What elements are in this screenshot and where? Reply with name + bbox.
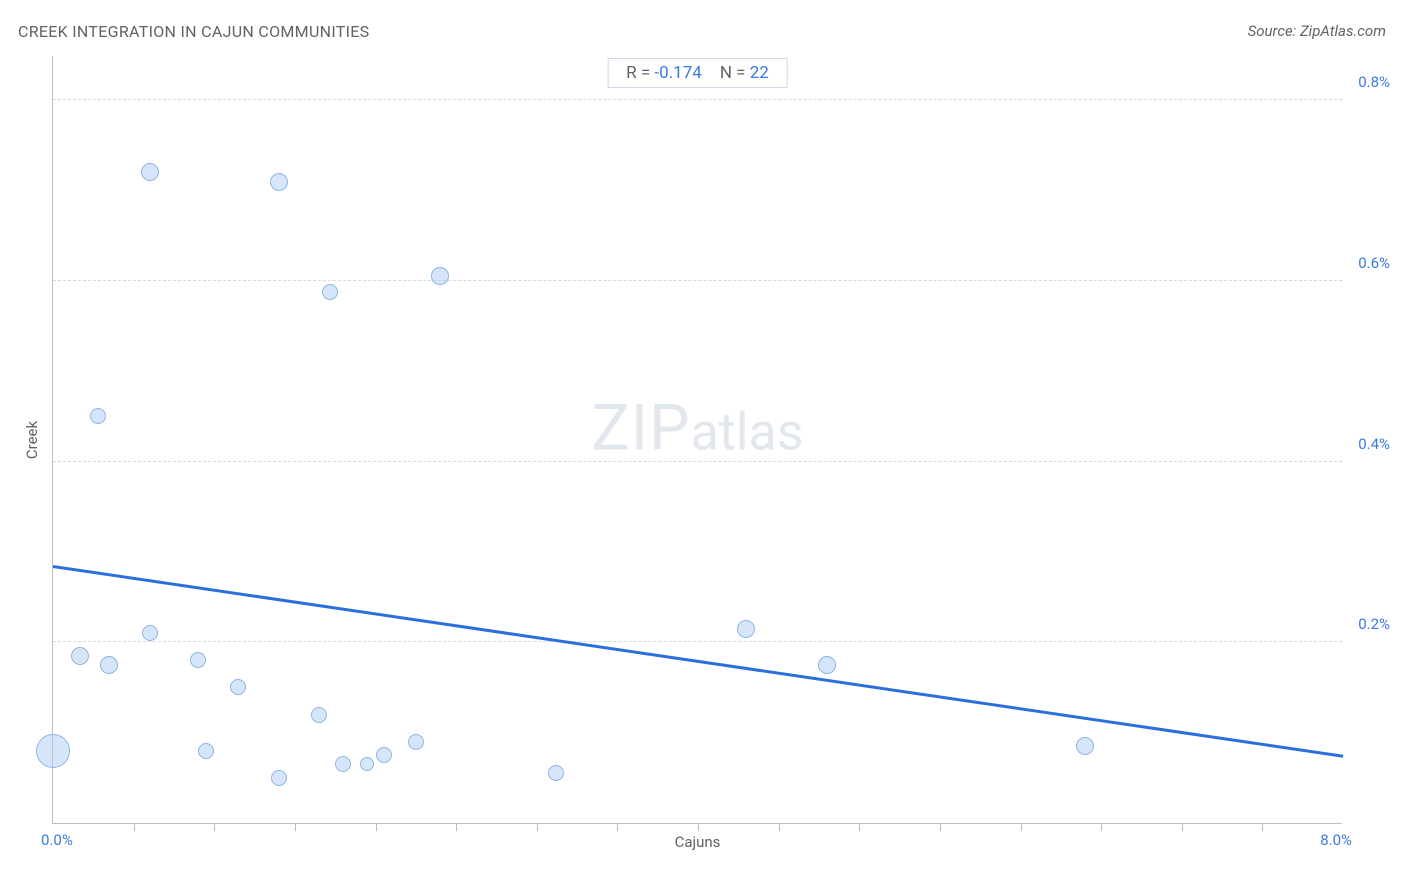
y-tick-label: 0.8%: [1358, 73, 1390, 91]
x-tick: [456, 823, 457, 831]
data-point: [271, 770, 287, 786]
x-axis-label: Cajuns: [675, 833, 721, 851]
data-point: [548, 765, 564, 781]
chart-title: CREEK INTEGRATION IN CAJUN COMMUNITIES: [18, 22, 369, 41]
x-axis-min: 0.0%: [41, 831, 73, 849]
gridline: [53, 99, 1342, 100]
data-point: [36, 734, 70, 768]
data-point: [100, 656, 118, 674]
data-point: [142, 625, 158, 641]
data-point: [335, 756, 351, 772]
x-tick: [537, 823, 538, 831]
data-point: [141, 163, 159, 181]
data-point: [198, 743, 214, 759]
data-point: [737, 620, 755, 638]
watermark: ZIPatlas: [591, 390, 803, 465]
gridline: [53, 641, 1342, 642]
x-tick: [779, 823, 780, 831]
gridline: [53, 280, 1342, 281]
data-point: [431, 267, 449, 285]
n-label: N =: [720, 63, 750, 83]
source-label: Source: ZipAtlas.com: [1248, 22, 1386, 40]
y-tick-label: 0.2%: [1358, 615, 1390, 633]
data-point: [408, 734, 424, 750]
y-tick-label: 0.6%: [1358, 254, 1390, 272]
data-point: [270, 173, 288, 191]
x-axis-max: 8.0%: [1320, 831, 1352, 849]
x-tick: [134, 823, 135, 831]
x-tick: [1262, 823, 1263, 831]
data-point: [322, 284, 338, 300]
scatter-plot: ZIPatlas R = -0.174N = 22 Creek Cajuns 0…: [52, 56, 1342, 824]
x-tick: [295, 823, 296, 831]
x-tick: [940, 823, 941, 831]
data-point: [190, 652, 206, 668]
trend-line: [53, 565, 1343, 758]
x-tick: [214, 823, 215, 831]
watermark-big: ZIP: [591, 390, 690, 465]
x-tick: [1021, 823, 1022, 831]
y-tick-label: 0.4%: [1358, 435, 1390, 453]
watermark-small: atlas: [691, 401, 804, 462]
gridline: [53, 461, 1342, 462]
data-point: [230, 679, 246, 695]
data-point: [376, 747, 392, 763]
data-point: [71, 647, 89, 665]
n-value: 22: [750, 63, 769, 83]
data-point: [818, 656, 836, 674]
x-tick: [1182, 823, 1183, 831]
stats-box: R = -0.174 N = 22: [607, 58, 788, 88]
data-point: [311, 707, 327, 723]
x-tick: [376, 823, 377, 831]
r-label: R =: [626, 63, 654, 83]
r-value: -0.174: [654, 63, 701, 83]
y-axis-label: Creek: [23, 420, 41, 458]
x-tick: [617, 823, 618, 831]
data-point: [1076, 737, 1094, 755]
x-tick: [859, 823, 860, 831]
data-point: [360, 757, 374, 771]
x-tick: [1101, 823, 1102, 831]
data-point: [90, 408, 106, 424]
x-tick: [698, 823, 699, 831]
